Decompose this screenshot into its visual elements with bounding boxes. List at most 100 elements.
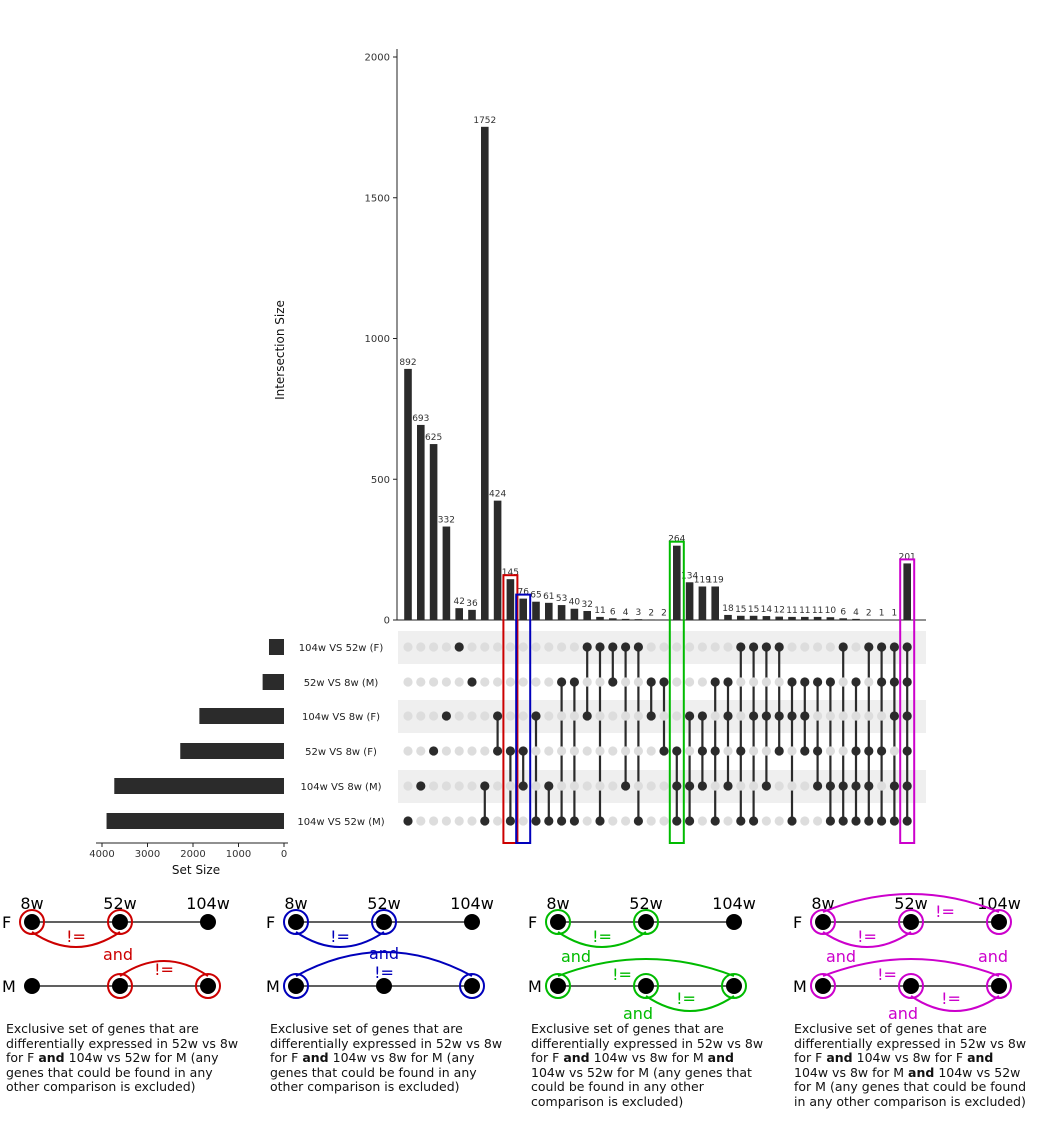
matrix-dot-on — [903, 816, 912, 825]
set-size-bar — [114, 778, 284, 794]
matrix-dot-off — [506, 642, 515, 651]
set-size-tick-label: 2000 — [180, 849, 205, 860]
matrix-dot-off — [416, 746, 425, 755]
matrix-dot-off — [685, 677, 694, 686]
matrix-dot-off — [864, 677, 873, 686]
matrix-dot-off — [455, 711, 464, 720]
week-label-104w: 104w — [450, 894, 494, 913]
matrix-dot-off — [634, 746, 643, 755]
matrix-dot-on — [519, 746, 528, 755]
matrix-dot-off — [800, 816, 809, 825]
matrix-dot-off — [429, 816, 438, 825]
matrix-dot-on — [903, 642, 912, 651]
matrix-dot-off — [467, 746, 476, 755]
matrix-dot-off — [813, 816, 822, 825]
bar — [443, 527, 451, 620]
matrix-dot-off — [851, 642, 860, 651]
matrix-dot-on — [877, 642, 886, 651]
matrix-dot-off — [839, 711, 848, 720]
bar-value-label: 2 — [866, 608, 872, 618]
matrix-dot-off — [544, 711, 553, 720]
y-axis-title: Intersection Size — [273, 300, 287, 400]
timepoint-f — [815, 914, 831, 930]
matrix-dot-on — [749, 816, 758, 825]
matrix-dot-off — [570, 781, 579, 790]
matrix-dot-on — [749, 711, 758, 720]
timepoint-m — [464, 978, 480, 994]
matrix-dot-off — [506, 781, 515, 790]
matrix-dot-off — [839, 677, 848, 686]
matrix-dot-off — [442, 781, 451, 790]
matrix-dot-on — [813, 746, 822, 755]
bar-value-label: 424 — [489, 490, 506, 500]
matrix-dot-on — [890, 781, 899, 790]
matrix-dot-on — [531, 711, 540, 720]
matrix-dot-on — [762, 642, 771, 651]
bar — [775, 617, 783, 620]
matrix-dot-off — [595, 781, 604, 790]
matrix-dot-on — [621, 781, 630, 790]
matrix-dot-on — [493, 746, 502, 755]
matrix-dot-off — [685, 746, 694, 755]
matrix-dot-off — [595, 677, 604, 686]
matrix-dot-off — [531, 781, 540, 790]
matrix-dot-off — [455, 746, 464, 755]
bar — [660, 619, 668, 620]
ne-label: != — [612, 965, 632, 984]
ne-label: != — [857, 927, 877, 946]
matrix-dot-off — [749, 746, 758, 755]
timepoint-m — [903, 978, 919, 994]
bar — [635, 619, 643, 620]
bar-value-label: 61 — [543, 592, 554, 602]
bar-value-label: 12 — [773, 606, 784, 616]
matrix-dot-on — [864, 781, 873, 790]
matrix-dot-on — [442, 711, 451, 720]
bar — [558, 605, 566, 620]
matrix-dot-off — [557, 711, 566, 720]
matrix-dot-off — [480, 642, 489, 651]
matrix-dot-off — [762, 746, 771, 755]
matrix-dot-off — [787, 781, 796, 790]
matrix-dot-on — [698, 711, 707, 720]
matrix-dot-off — [519, 677, 528, 686]
and-label: and — [561, 947, 591, 966]
matrix-dot-off — [544, 677, 553, 686]
matrix-dot-off — [416, 677, 425, 686]
matrix-dot-off — [659, 781, 668, 790]
bar — [827, 617, 835, 620]
matrix-dot-off — [557, 746, 566, 755]
timepoint-f — [288, 914, 304, 930]
set-size-tick-label: 4000 — [89, 849, 114, 860]
matrix-dot-on — [890, 816, 899, 825]
matrix-dot-off — [403, 746, 412, 755]
bar-value-label: 3 — [636, 608, 642, 618]
matrix-dot-on — [851, 816, 860, 825]
bar — [583, 611, 591, 620]
matrix-dot-on — [723, 781, 732, 790]
ne-label: != — [941, 989, 961, 1008]
bar — [468, 610, 476, 620]
matrix-dot-off — [583, 677, 592, 686]
matrix-dot-on — [659, 677, 668, 686]
matrix-dot-off — [736, 677, 745, 686]
timepoint-f — [638, 914, 654, 930]
bar-value-label: 15 — [748, 605, 759, 615]
matrix-dot-off — [595, 746, 604, 755]
matrix-dot-off — [403, 711, 412, 720]
matrix-dot-on — [839, 781, 848, 790]
timepoint-f — [726, 914, 742, 930]
bar-value-label: 119 — [707, 576, 724, 586]
bar-value-label: 11 — [594, 606, 605, 616]
matrix-dot-on — [787, 816, 796, 825]
matrix-dot-off — [429, 711, 438, 720]
matrix-dot-on — [800, 711, 809, 720]
bar-value-label: 625 — [425, 433, 442, 443]
matrix-dot-off — [570, 711, 579, 720]
matrix-dot-off — [762, 677, 771, 686]
matrix-dot-off — [416, 816, 425, 825]
matrix-dot-on — [698, 746, 707, 755]
caption-blue: Exclusive set of genes that are differen… — [270, 1022, 505, 1095]
matrix-dot-off — [519, 711, 528, 720]
matrix-dot-off — [736, 781, 745, 790]
matrix-dot-off — [519, 642, 528, 651]
